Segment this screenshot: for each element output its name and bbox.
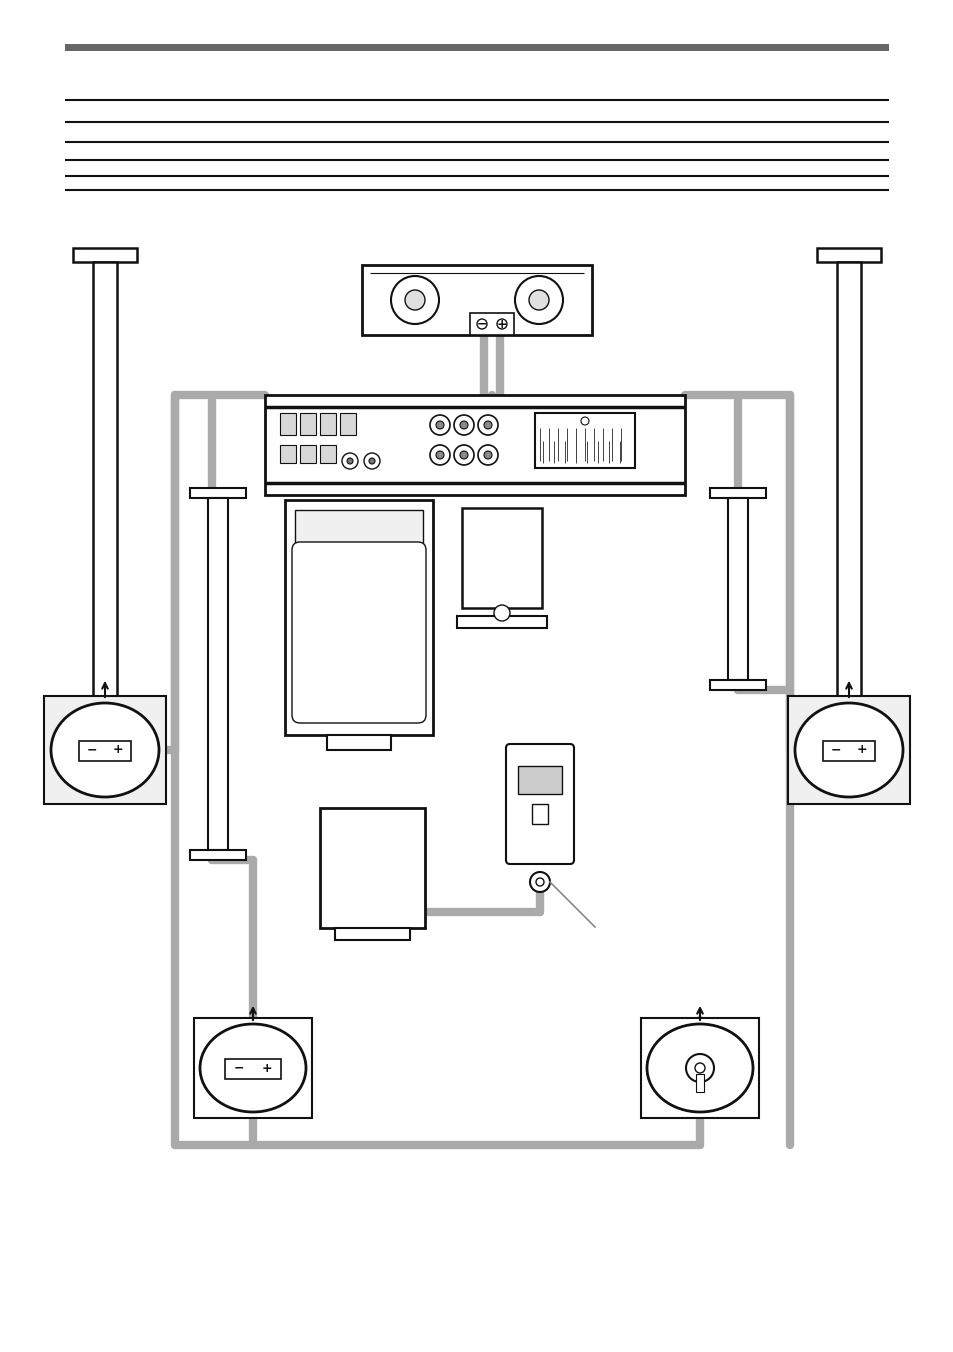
Bar: [92, 262, 117, 706]
Circle shape: [515, 276, 562, 324]
Bar: [65, 45, 888, 51]
Bar: [836, 262, 861, 706]
Bar: [709, 680, 765, 690]
Bar: [265, 395, 684, 495]
Circle shape: [454, 415, 474, 435]
Circle shape: [364, 453, 379, 469]
Circle shape: [454, 445, 474, 465]
Circle shape: [530, 872, 550, 892]
Circle shape: [391, 276, 438, 324]
Bar: [696, 1073, 703, 1092]
Bar: [335, 927, 410, 940]
Text: −: −: [830, 744, 841, 757]
Circle shape: [341, 453, 357, 469]
Ellipse shape: [200, 1023, 306, 1111]
FancyBboxPatch shape: [292, 542, 426, 723]
Bar: [816, 247, 880, 262]
Circle shape: [477, 415, 497, 435]
Bar: [787, 696, 909, 804]
Bar: [456, 617, 546, 627]
Bar: [319, 808, 424, 927]
Bar: [319, 445, 335, 462]
Bar: [208, 498, 228, 850]
Bar: [727, 498, 747, 680]
Bar: [470, 314, 514, 335]
Text: +: +: [261, 1061, 272, 1075]
Bar: [73, 706, 137, 721]
Bar: [361, 265, 592, 335]
Text: −: −: [87, 744, 97, 757]
Bar: [319, 412, 335, 435]
Circle shape: [529, 289, 548, 310]
Circle shape: [477, 445, 497, 465]
FancyBboxPatch shape: [505, 744, 574, 864]
Bar: [190, 850, 246, 860]
Text: +: +: [497, 318, 507, 330]
Bar: [225, 1059, 281, 1079]
Bar: [285, 500, 433, 735]
Bar: [299, 412, 315, 435]
Circle shape: [430, 415, 450, 435]
Circle shape: [347, 458, 353, 464]
Text: +: +: [856, 744, 866, 757]
Bar: [709, 488, 765, 498]
Bar: [339, 412, 355, 435]
Circle shape: [459, 420, 468, 429]
Text: −: −: [233, 1061, 244, 1075]
Circle shape: [695, 1063, 704, 1073]
Bar: [517, 767, 561, 794]
Bar: [44, 696, 166, 804]
Bar: [535, 412, 635, 468]
Circle shape: [476, 319, 486, 329]
Bar: [79, 741, 131, 761]
Bar: [816, 706, 880, 721]
Bar: [73, 247, 137, 262]
Circle shape: [430, 445, 450, 465]
Circle shape: [436, 452, 443, 458]
Ellipse shape: [794, 703, 902, 796]
Circle shape: [436, 420, 443, 429]
Bar: [327, 735, 391, 750]
Text: +: +: [112, 744, 123, 757]
Circle shape: [497, 319, 506, 329]
Circle shape: [483, 420, 492, 429]
Ellipse shape: [646, 1023, 752, 1111]
Bar: [190, 488, 246, 498]
Circle shape: [459, 452, 468, 458]
Circle shape: [685, 1055, 713, 1082]
Bar: [461, 508, 541, 608]
Bar: [640, 1018, 759, 1118]
Bar: [294, 510, 422, 690]
Bar: [280, 445, 295, 462]
Circle shape: [580, 416, 588, 425]
Bar: [193, 1018, 312, 1118]
Circle shape: [494, 604, 510, 621]
Ellipse shape: [51, 703, 159, 796]
Bar: [822, 741, 874, 761]
Bar: [299, 445, 315, 462]
Circle shape: [536, 877, 543, 886]
Bar: [280, 412, 295, 435]
Circle shape: [405, 289, 424, 310]
Circle shape: [483, 452, 492, 458]
Bar: [532, 804, 547, 823]
Text: −: −: [476, 318, 487, 330]
Circle shape: [369, 458, 375, 464]
